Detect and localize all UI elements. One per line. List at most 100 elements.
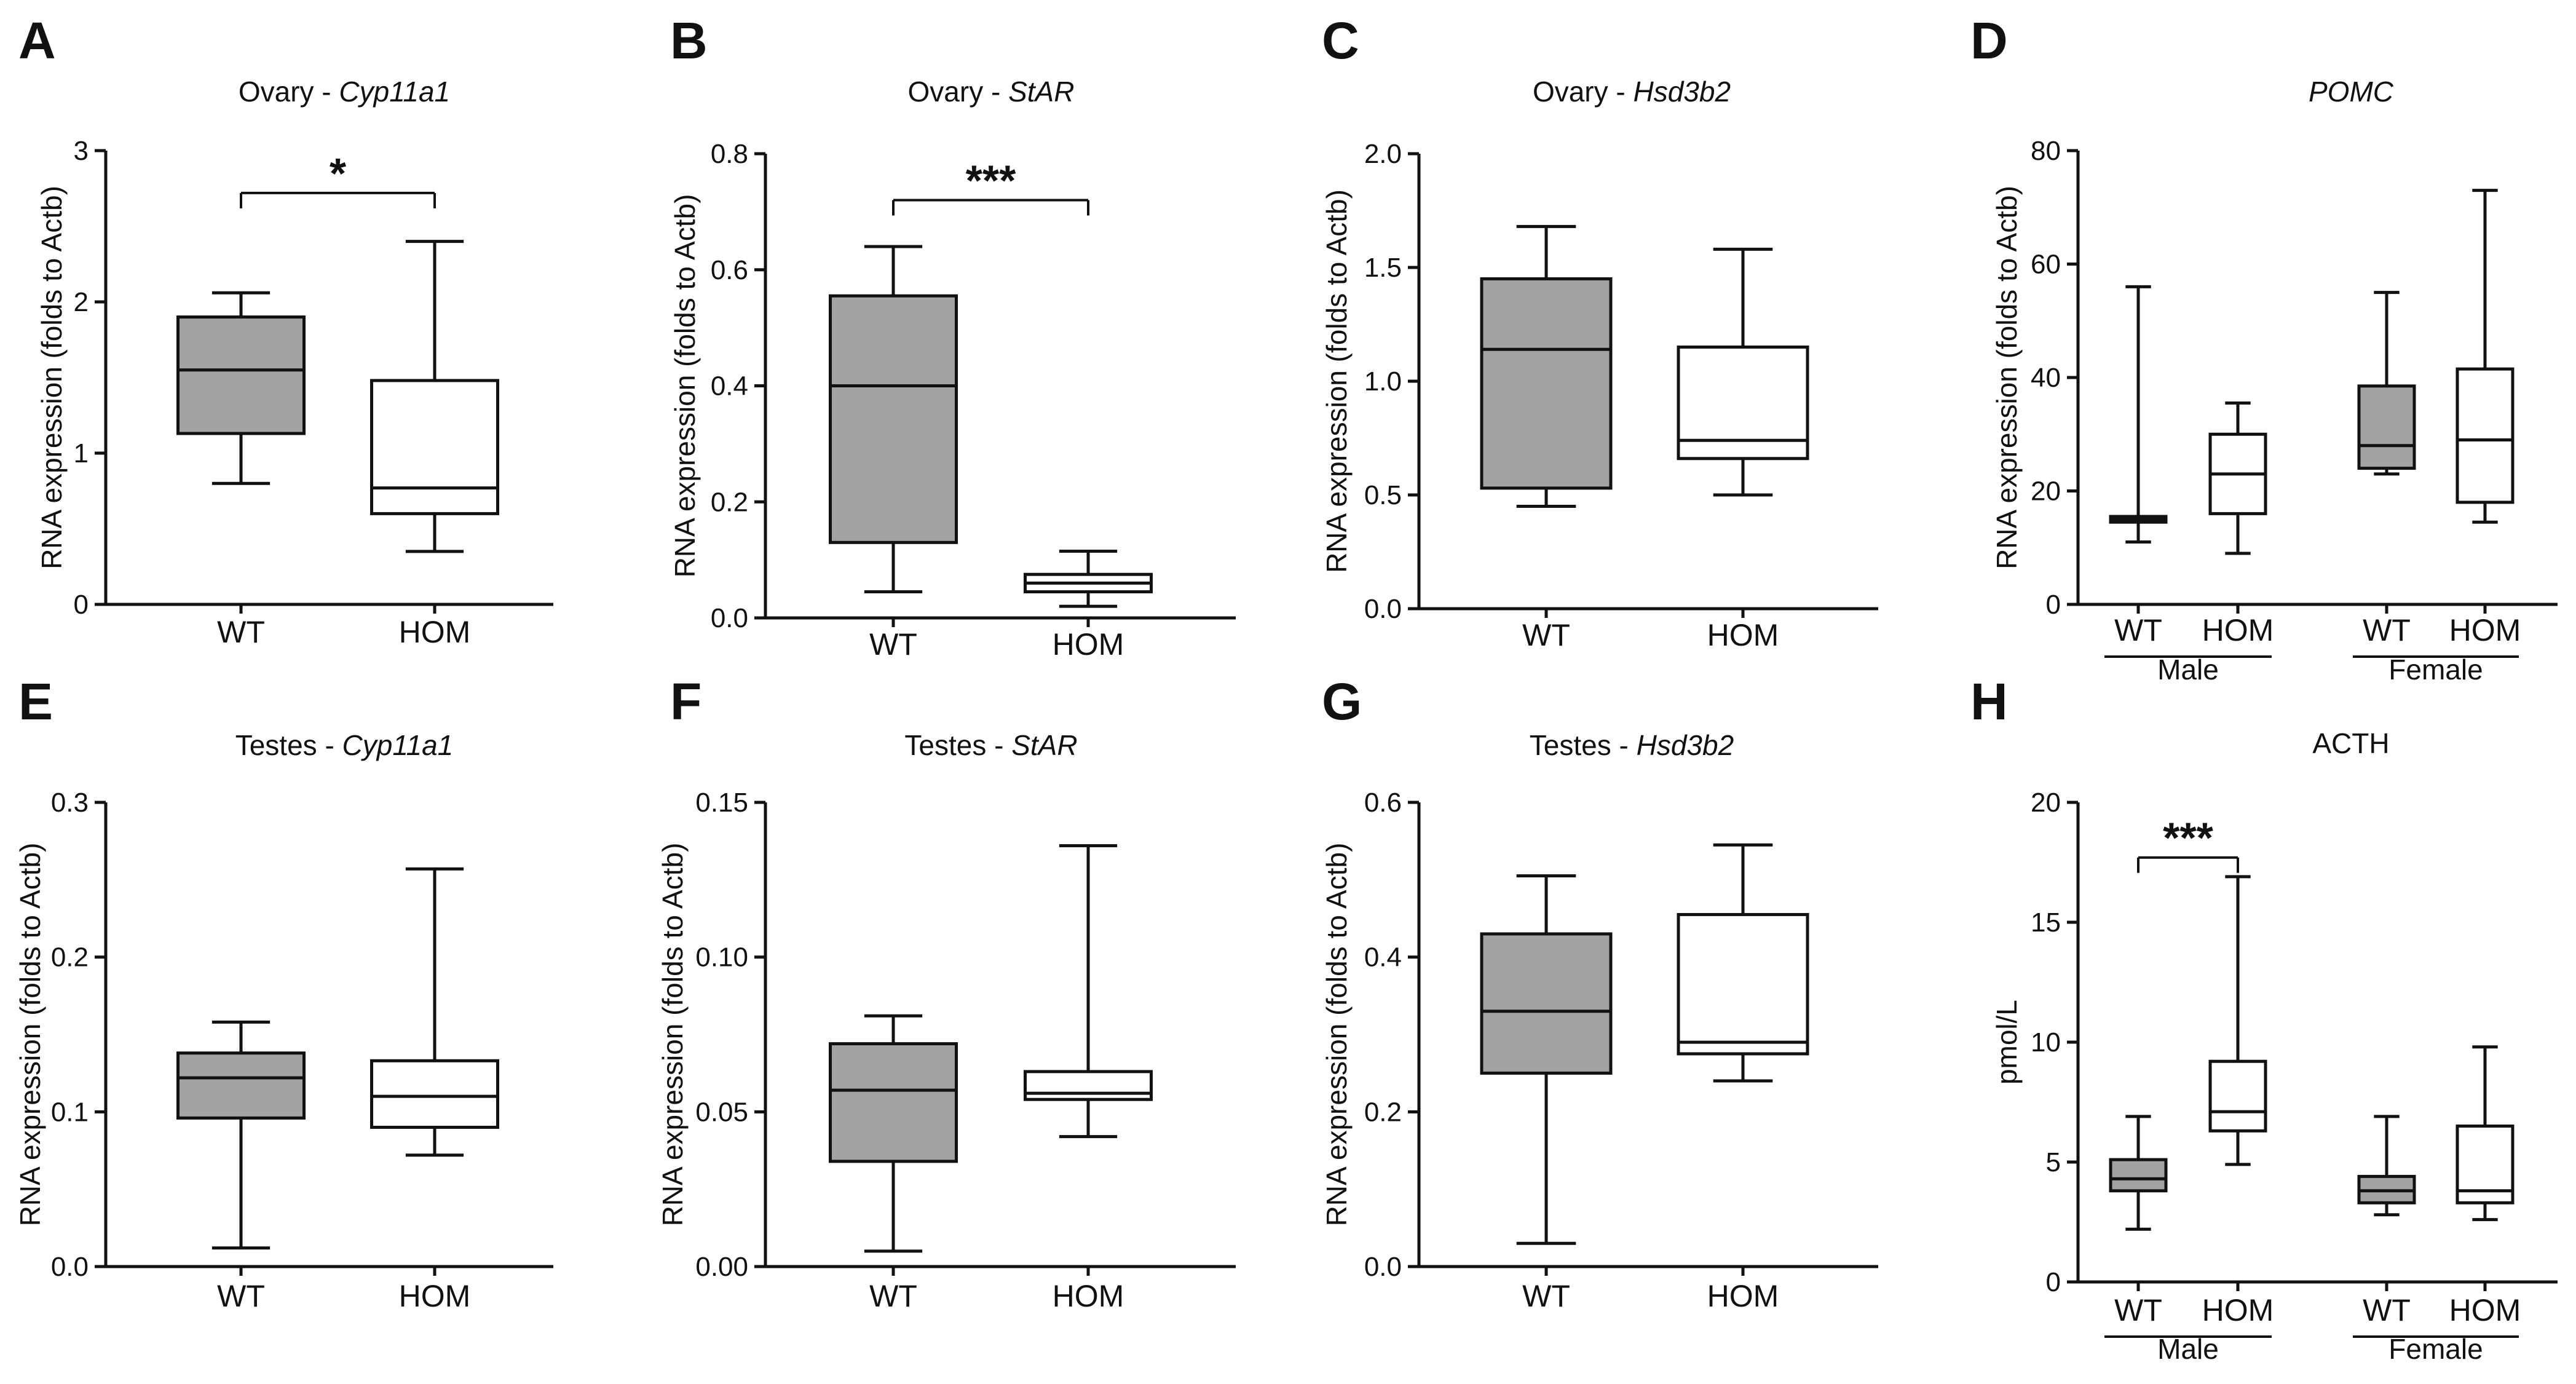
box-hom-1: [2208, 875, 2267, 1166]
box-hom-1: [1677, 843, 1809, 1083]
y-tick-label: 0.4: [711, 371, 748, 401]
chart-title: Ovary - StAR: [908, 76, 1075, 108]
box-iqr: [2109, 1158, 2168, 1193]
panel-b: B Ovary - StAR RNA expression (folds to Ac…: [669, 12, 1236, 662]
y-tick-label: 20: [2031, 788, 2061, 818]
box-iqr: [2455, 367, 2515, 504]
significance-bracket: ***: [2137, 814, 2239, 873]
panel-letter: F: [670, 673, 701, 730]
y-tick-label: 0.15: [695, 788, 748, 818]
x-category-label: HOM: [2449, 613, 2521, 647]
panel-e: E Testes - Cyp11a1 RNA expression (folds t…: [14, 673, 553, 1313]
x-category-label: HOM: [2202, 613, 2274, 647]
chart-title-prefix: Ovary -: [1533, 76, 1634, 108]
significance-bracket: *: [240, 149, 436, 208]
x-category-label: WT: [2363, 1293, 2411, 1327]
y-tick-label: 0.0: [711, 603, 748, 633]
y-tick-label: 0.10: [695, 943, 748, 973]
box-wt-0: [2109, 285, 2168, 544]
x-category-label: WT: [217, 1279, 265, 1313]
y-tick-label: 3: [74, 136, 89, 166]
significance-label: ***: [2163, 814, 2213, 862]
y-tick-label: 0: [74, 590, 89, 620]
x-category-label: WT: [217, 615, 265, 649]
box-wt-0: [1480, 874, 1613, 1245]
box-hom-1: [370, 867, 499, 1157]
box-iqr: [176, 315, 306, 435]
box-wt-2: [2357, 291, 2416, 476]
chart-title-gene: Cyp11a1: [339, 76, 450, 108]
significance-label: ***: [966, 157, 1016, 205]
panel-g: G Testes - Hsd3b2 RNA expression (folds to…: [1321, 673, 1878, 1313]
x-category-label: WT: [1522, 618, 1570, 652]
chart-title-prefix: Testes -: [1530, 729, 1637, 761]
chart-title: Testes - Hsd3b2: [1530, 729, 1734, 761]
y-tick-label: 40: [2031, 363, 2061, 393]
box-iqr: [370, 379, 499, 515]
y-axis-label: RNA expression (folds to Actb): [1321, 189, 1353, 573]
box-hom-3: [2455, 189, 2515, 524]
significance-label: *: [330, 149, 347, 197]
y-tick-label: 1.5: [1364, 253, 1402, 283]
y-axis-label: RNA expression (folds to Actb): [1991, 186, 2023, 569]
y-axis-label: RNA expression (folds to Actb): [36, 186, 68, 569]
box-iqr: [829, 294, 958, 544]
chart-title-gene: POMC: [2309, 76, 2394, 108]
chart-title-prefix: Ovary -: [239, 76, 339, 108]
box-wt-0: [829, 245, 958, 594]
y-axis-label: RNA expression (folds to Actb): [14, 843, 46, 1227]
panel-letter: C: [1322, 12, 1359, 69]
box-iqr: [2208, 1059, 2267, 1133]
x-category-label: HOM: [1053, 627, 1124, 662]
box-wt-0: [176, 291, 306, 485]
box-hom-1: [1024, 844, 1153, 1139]
chart-title-gene: Hsd3b2: [1634, 76, 1731, 108]
box-iqr: [829, 1042, 958, 1163]
group-label-male: Male: [2157, 1333, 2219, 1365]
x-category-label: WT: [869, 1279, 917, 1313]
box-wt-0: [2109, 1115, 2168, 1231]
y-tick-label: 0.8: [711, 139, 748, 169]
chart-title-prefix: ACTH: [2312, 727, 2389, 759]
box-hom-1: [2208, 401, 2267, 555]
chart-title-prefix: Testes -: [904, 729, 1011, 761]
y-axis-label: RNA expression (folds to Actb): [657, 843, 689, 1227]
y-tick-label: 0.2: [711, 487, 748, 517]
panel-letter: E: [18, 673, 53, 730]
group-label-female: Female: [2388, 654, 2483, 686]
panel-c: C Ovary - Hsd3b2 RNA expression (folds to …: [1321, 12, 1878, 652]
panel-letter: B: [670, 12, 708, 69]
panel-letter: A: [18, 12, 56, 69]
y-tick-label: 20: [2031, 476, 2061, 507]
box-hom-1: [370, 240, 499, 553]
box-iqr: [1480, 932, 1613, 1075]
y-tick-label: 0.4: [1364, 943, 1402, 973]
x-category-label: HOM: [2202, 1293, 2274, 1327]
x-category-label: WT: [2114, 1293, 2162, 1327]
y-tick-label: 1.0: [1364, 366, 1402, 397]
y-axis-label: RNA expression (folds to Actb): [1321, 843, 1353, 1227]
box-hom-1: [1677, 247, 1809, 497]
y-tick-label: 0.6: [711, 255, 748, 285]
y-tick-label: 0.0: [51, 1252, 89, 1282]
x-category-label: HOM: [1707, 618, 1779, 652]
box-iqr: [1480, 277, 1613, 490]
box-wt-0: [176, 1020, 306, 1250]
x-category-label: HOM: [399, 1279, 471, 1313]
y-tick-label: 0.2: [51, 943, 89, 973]
x-category-label: WT: [869, 627, 917, 662]
chart-title-prefix: Ovary -: [908, 76, 1009, 108]
panel-d: D POMC RNA expression (folds to Actb) 0 20 40…: [1970, 12, 2558, 686]
chart-title: Testes - StAR: [904, 729, 1077, 761]
chart-title-prefix: Testes -: [235, 729, 342, 761]
y-tick-label: 2.0: [1364, 139, 1402, 169]
y-tick-label: 0: [2046, 1267, 2061, 1297]
panel-f: F Testes - StAR RNA expression (folds to A…: [657, 673, 1236, 1313]
group-label-male: Male: [2157, 654, 2219, 686]
x-category-label: WT: [2363, 613, 2411, 647]
y-tick-label: 0.5: [1364, 480, 1402, 510]
y-tick-label: 80: [2031, 136, 2061, 166]
y-tick-label: 60: [2031, 250, 2061, 280]
panel-a: A Ovary - Cyp11a1 RNA expression (folds to…: [18, 12, 553, 649]
